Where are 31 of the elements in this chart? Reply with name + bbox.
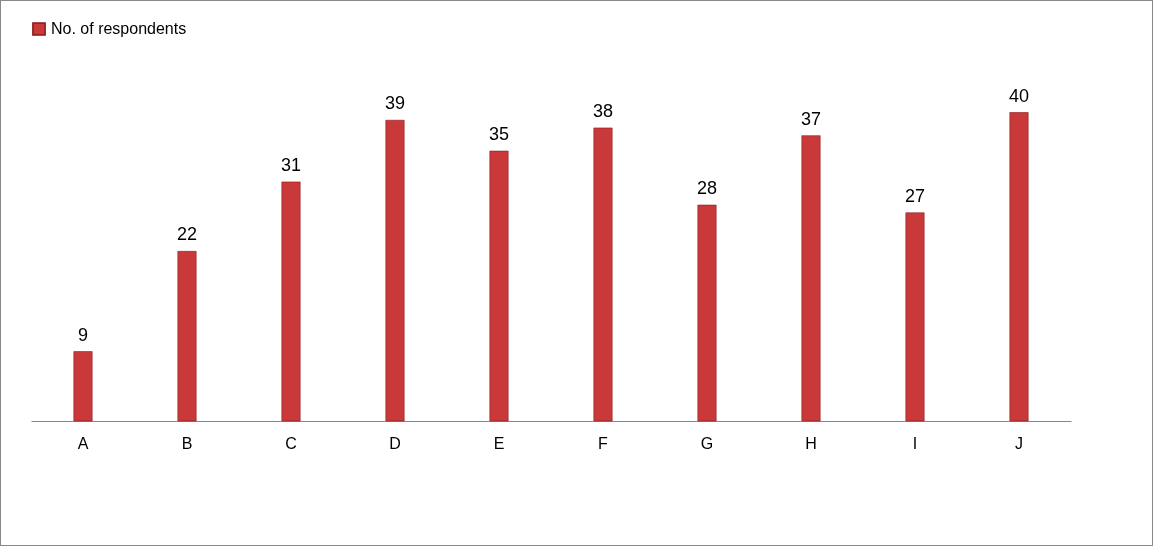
x-tick-label: I [912, 434, 918, 452]
x-tick-label: E [493, 434, 505, 452]
x-tick-label: F [598, 434, 609, 452]
bar [489, 150, 509, 422]
x-tick-label: C [285, 434, 297, 452]
x-tick-label: G [700, 434, 714, 452]
bar [801, 135, 821, 422]
bar [905, 212, 925, 422]
bar [697, 204, 717, 422]
bar [1009, 112, 1029, 422]
data-label: 35 [488, 124, 510, 145]
data-label: 27 [904, 185, 926, 206]
x-tick-label: D [389, 434, 401, 452]
data-label: 9 [77, 324, 89, 345]
data-label: 38 [592, 100, 614, 121]
data-label: 28 [696, 178, 718, 199]
data-label: 40 [1008, 85, 1030, 106]
data-label: 37 [800, 108, 822, 129]
data-label: 22 [176, 224, 198, 245]
legend-label: No. of respondents [51, 20, 187, 37]
x-tick-label: A [77, 434, 89, 452]
bar [281, 181, 301, 422]
x-tick-label: B [181, 434, 193, 452]
bar [73, 351, 93, 422]
x-tick-label: J [1015, 434, 1023, 452]
data-label: 39 [384, 93, 406, 114]
bar [385, 119, 405, 422]
bar [593, 127, 613, 422]
x-tick-label: H [805, 434, 817, 452]
data-label: 31 [280, 154, 302, 175]
bar [177, 251, 197, 422]
